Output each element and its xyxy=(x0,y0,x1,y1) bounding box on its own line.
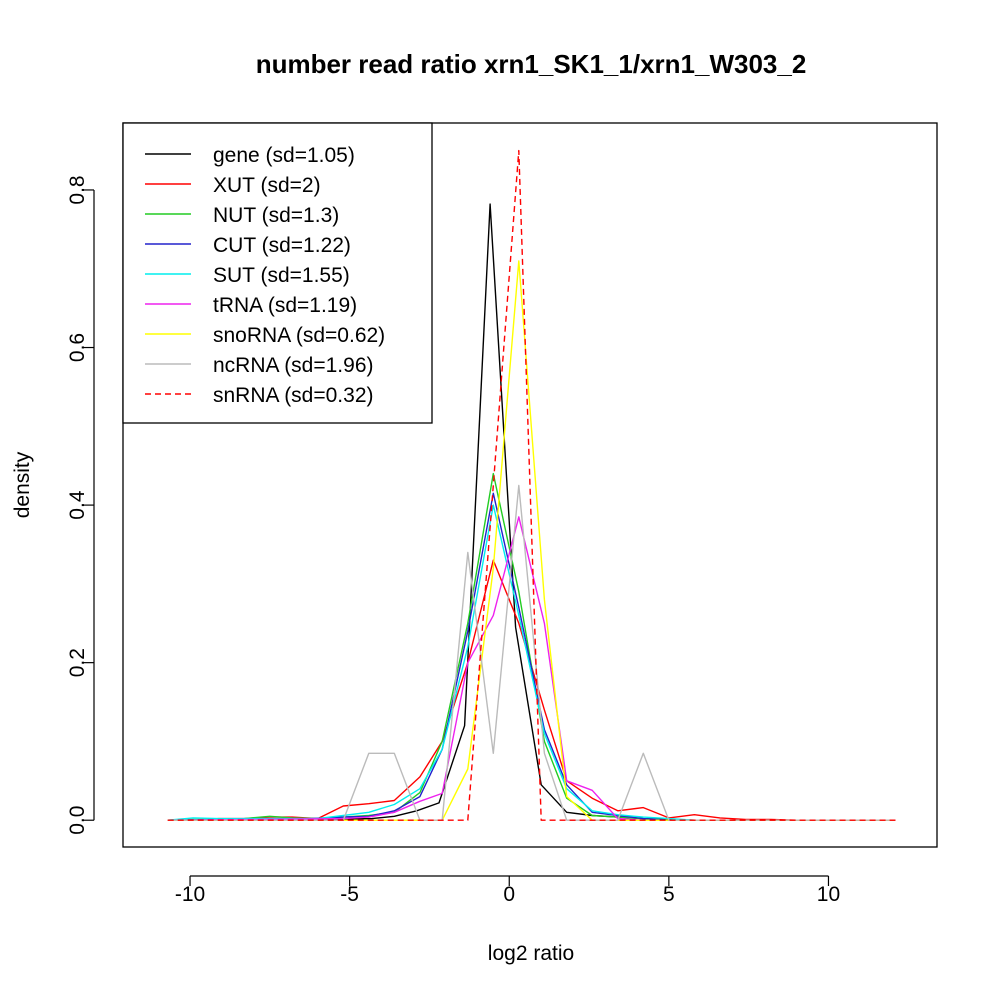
series-line-9 xyxy=(167,149,896,821)
y-tick-label-1: 0.0 xyxy=(66,806,89,835)
x-tick-label-4: 5 xyxy=(663,883,675,906)
legend-label-2: XUT (sd=2) xyxy=(213,174,321,197)
chart-title: number read ratio xrn1_SK1_1/xrn1_W303_2 xyxy=(256,49,807,79)
legend-label-1: gene (sd=1.05) xyxy=(213,144,355,167)
x-tick-label-3: 0 xyxy=(503,883,515,906)
x-tick-label-1: -10 xyxy=(175,883,205,906)
legend-label-3: NUT (sd=1.3) xyxy=(213,204,339,227)
legend-label-9: snRNA (sd=0.32) xyxy=(213,384,374,407)
y-tick-label-3: 0.4 xyxy=(66,490,89,520)
series-line-8 xyxy=(167,484,896,821)
legend-label-7: snoRNA (sd=0.62) xyxy=(213,324,385,347)
y-axis-label: density xyxy=(11,451,34,518)
series-layer xyxy=(167,149,896,821)
legend-label-8: ncRNA (sd=1.96) xyxy=(213,354,374,377)
legend: gene (sd=1.05) XUT (sd=2) NUT (sd=1.3) CUT … xyxy=(122,122,433,424)
y-tick-label-2: 0.2 xyxy=(66,648,89,677)
y-tick-label-4: 0.6 xyxy=(66,333,89,362)
axis-layer: -10 -5 0 5 10 0.0 0.2 0.4 0.6 0.8 xyxy=(66,175,840,906)
legend-label-6: tRNA (sd=1.19) xyxy=(213,294,357,317)
x-tick-label-5: 10 xyxy=(817,883,840,906)
series-line-6 xyxy=(167,516,644,821)
x-axis-label: log2 ratio xyxy=(488,942,574,965)
series-line-5 xyxy=(167,504,695,821)
series-line-3 xyxy=(167,472,669,821)
y-tick-label-5: 0.8 xyxy=(66,175,89,204)
x-tick-label-2: -5 xyxy=(340,883,359,906)
series-line-7 xyxy=(167,260,896,821)
legend-box xyxy=(122,122,433,424)
plot-frame xyxy=(122,122,938,848)
legend-label-4: CUT (sd=1.22) xyxy=(213,234,351,257)
legend-label-5: SUT (sd=1.55) xyxy=(213,264,350,287)
